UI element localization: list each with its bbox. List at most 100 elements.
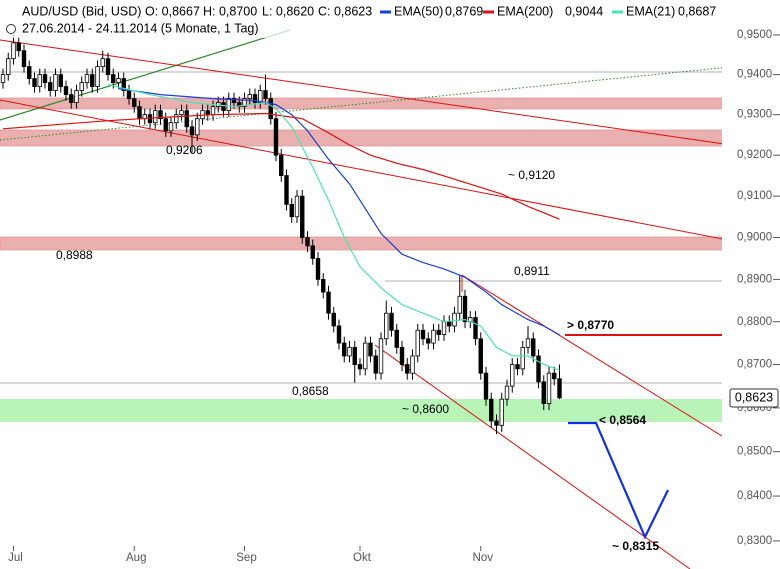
y-tick-label: 0,9300 (737, 109, 772, 121)
annotation: > 0,8770 (567, 318, 614, 332)
candle-body (357, 364, 363, 370)
legend-label: EMA(21) (626, 4, 675, 18)
candle-body (426, 338, 431, 344)
y-tick-label: 0,8900 (737, 273, 772, 285)
price-axis (722, 0, 780, 569)
candle-body (158, 110, 163, 120)
candle-body (457, 295, 462, 314)
candle-body (373, 355, 378, 374)
resistance-zone (0, 129, 780, 147)
ema-line (2, 112, 560, 220)
y-tick-label: 0,8500 (737, 446, 772, 458)
candle-body (90, 74, 95, 87)
candle-body (6, 58, 11, 75)
candle-body (384, 312, 389, 340)
x-tick-label: Jul (8, 552, 23, 564)
trend-line (0, 39, 780, 153)
candle-body (74, 90, 79, 103)
candle-body (48, 82, 53, 91)
legend-value: 0,9044 (565, 4, 603, 18)
last-price-box (729, 388, 779, 408)
candle-body (105, 58, 111, 75)
candle-body (300, 195, 305, 238)
candle-body (289, 203, 294, 218)
annotation: < 0,8564 (599, 413, 646, 427)
candle-body (552, 372, 557, 380)
candle-body (352, 346, 357, 365)
candle-body (336, 325, 342, 344)
candle-body (279, 154, 284, 176)
legend-value: 0,8687 (678, 4, 716, 18)
ema-line (107, 84, 560, 371)
marks (0, 34, 562, 435)
candle-body (431, 329, 436, 344)
candle-body (331, 312, 336, 327)
candle-body (210, 106, 216, 116)
x-tick-label: Aug (126, 552, 146, 564)
candle-body (415, 329, 420, 357)
date-range: 27.06.2014 - 24.11.2014 (5 Monate, 1 Tag… (22, 21, 259, 35)
annotation: ~ 0,8315 (612, 539, 659, 553)
candle-body (231, 98, 237, 103)
quote: L: 0,8620 (262, 4, 314, 18)
candle-body (321, 278, 326, 293)
annotation: 0,9206 (166, 143, 203, 157)
candle-body (226, 98, 231, 112)
candle-body (447, 321, 452, 327)
candle-body (189, 126, 195, 136)
candle-body (284, 175, 289, 205)
candle-body (504, 385, 510, 400)
annotation: ~ 0,8600 (402, 402, 449, 416)
legend-value: 0,8769 (445, 4, 483, 18)
candle-body (273, 118, 279, 156)
candle-body (399, 346, 405, 365)
candle-body (546, 372, 552, 404)
candle-body (531, 338, 536, 357)
y-tick-label: 0,9000 (737, 232, 772, 244)
channel-line (374, 344, 691, 569)
candle-body (478, 338, 483, 374)
candle-body (483, 372, 489, 400)
candle-body (84, 74, 90, 83)
legend-label: EMA(50) (394, 4, 443, 18)
candle-body (347, 346, 352, 357)
candle-body (462, 295, 468, 323)
candle-body (63, 86, 69, 95)
candle-body (121, 78, 126, 91)
candle-body (168, 122, 174, 132)
candle-body (242, 98, 247, 108)
candle-body (342, 342, 347, 357)
candle-body (557, 378, 562, 399)
candle-body (69, 94, 74, 103)
resistance-zone (0, 236, 780, 251)
candle-body (268, 98, 273, 120)
candle-body (389, 312, 394, 331)
candle-body (95, 66, 100, 87)
candle-body (541, 381, 546, 404)
candle-body (163, 118, 168, 132)
candle-body (294, 195, 300, 218)
candle-body (436, 329, 441, 335)
candle-body (247, 94, 252, 99)
clock-icon (6, 24, 16, 34)
candle-body (174, 114, 179, 124)
candle-body (53, 74, 58, 91)
quote: H: 0,8700 (203, 4, 257, 18)
candle-body (137, 106, 142, 120)
last-price: 0,8623 (735, 390, 773, 404)
candle-body (499, 398, 504, 426)
candle-body (32, 78, 37, 87)
annotation: 0,8911 (514, 264, 550, 278)
candle-body (116, 78, 121, 83)
candle-body (378, 338, 384, 374)
candle-body (27, 66, 32, 79)
candle-body (473, 317, 478, 340)
trend-line (0, 61, 780, 141)
y-tick-label: 0,8400 (737, 490, 772, 502)
candle-body (126, 90, 132, 99)
quote: O: 0,8667 (145, 4, 200, 18)
candle-body (258, 90, 263, 103)
candle-body (153, 110, 158, 124)
candle-body (489, 398, 494, 422)
candle-body (420, 329, 426, 340)
